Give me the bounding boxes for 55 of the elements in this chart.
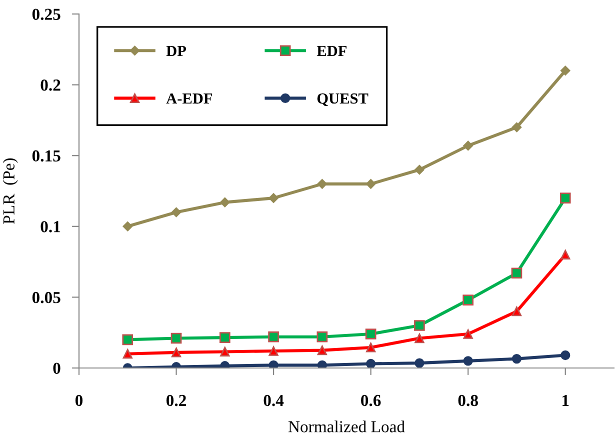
point — [219, 332, 230, 343]
point — [220, 197, 230, 208]
point — [463, 329, 473, 339]
point — [366, 358, 376, 368]
y-tick-label: 0.15 — [32, 150, 60, 162]
legend-label: QUEST — [317, 93, 368, 106]
point — [170, 332, 182, 344]
point — [414, 358, 424, 368]
point — [268, 346, 278, 356]
y-tick-label: 0 — [53, 362, 60, 374]
point — [220, 346, 230, 357]
point — [316, 331, 328, 342]
point — [365, 328, 376, 340]
x-tick-label: 0.6 — [361, 394, 381, 406]
point — [414, 333, 424, 344]
point — [463, 356, 473, 366]
y-tick-label: 0.2 — [40, 80, 60, 91]
y-tick-label: 0.1 — [40, 221, 60, 232]
x-tick-label: 1 — [562, 394, 569, 406]
point — [462, 294, 474, 306]
x-tick-label: 0.2 — [166, 394, 186, 406]
point — [512, 306, 522, 316]
point — [366, 342, 376, 352]
point — [463, 140, 473, 151]
point — [560, 350, 570, 360]
legend-label: A-EDF — [166, 93, 212, 104]
point — [560, 250, 570, 260]
point — [171, 207, 182, 218]
point — [317, 179, 328, 189]
x-tick-label: 0.4 — [264, 394, 284, 406]
point — [268, 331, 279, 342]
legend-label: DP — [166, 46, 186, 56]
point — [317, 360, 328, 368]
legend-label: EDF — [316, 46, 346, 56]
point — [268, 360, 278, 368]
point — [414, 164, 424, 175]
x-axis-title: Normalized Load — [288, 420, 405, 432]
y-tick-label: 0.25 — [32, 8, 60, 20]
y-axis-title: PLR (Pe) — [2, 158, 18, 224]
point — [122, 334, 134, 346]
point — [366, 179, 376, 189]
point — [512, 354, 522, 364]
point — [268, 193, 278, 203]
point — [511, 268, 522, 279]
point — [171, 348, 182, 358]
point — [317, 345, 328, 356]
point — [122, 349, 132, 359]
y-tick-label: 0.05 — [32, 292, 60, 304]
point — [512, 122, 522, 132]
point — [560, 192, 571, 204]
x-tick-label: 0 — [75, 394, 83, 406]
point — [414, 320, 425, 331]
x-tick-label: 0.8 — [458, 394, 478, 406]
point — [560, 66, 570, 76]
point — [122, 222, 133, 232]
